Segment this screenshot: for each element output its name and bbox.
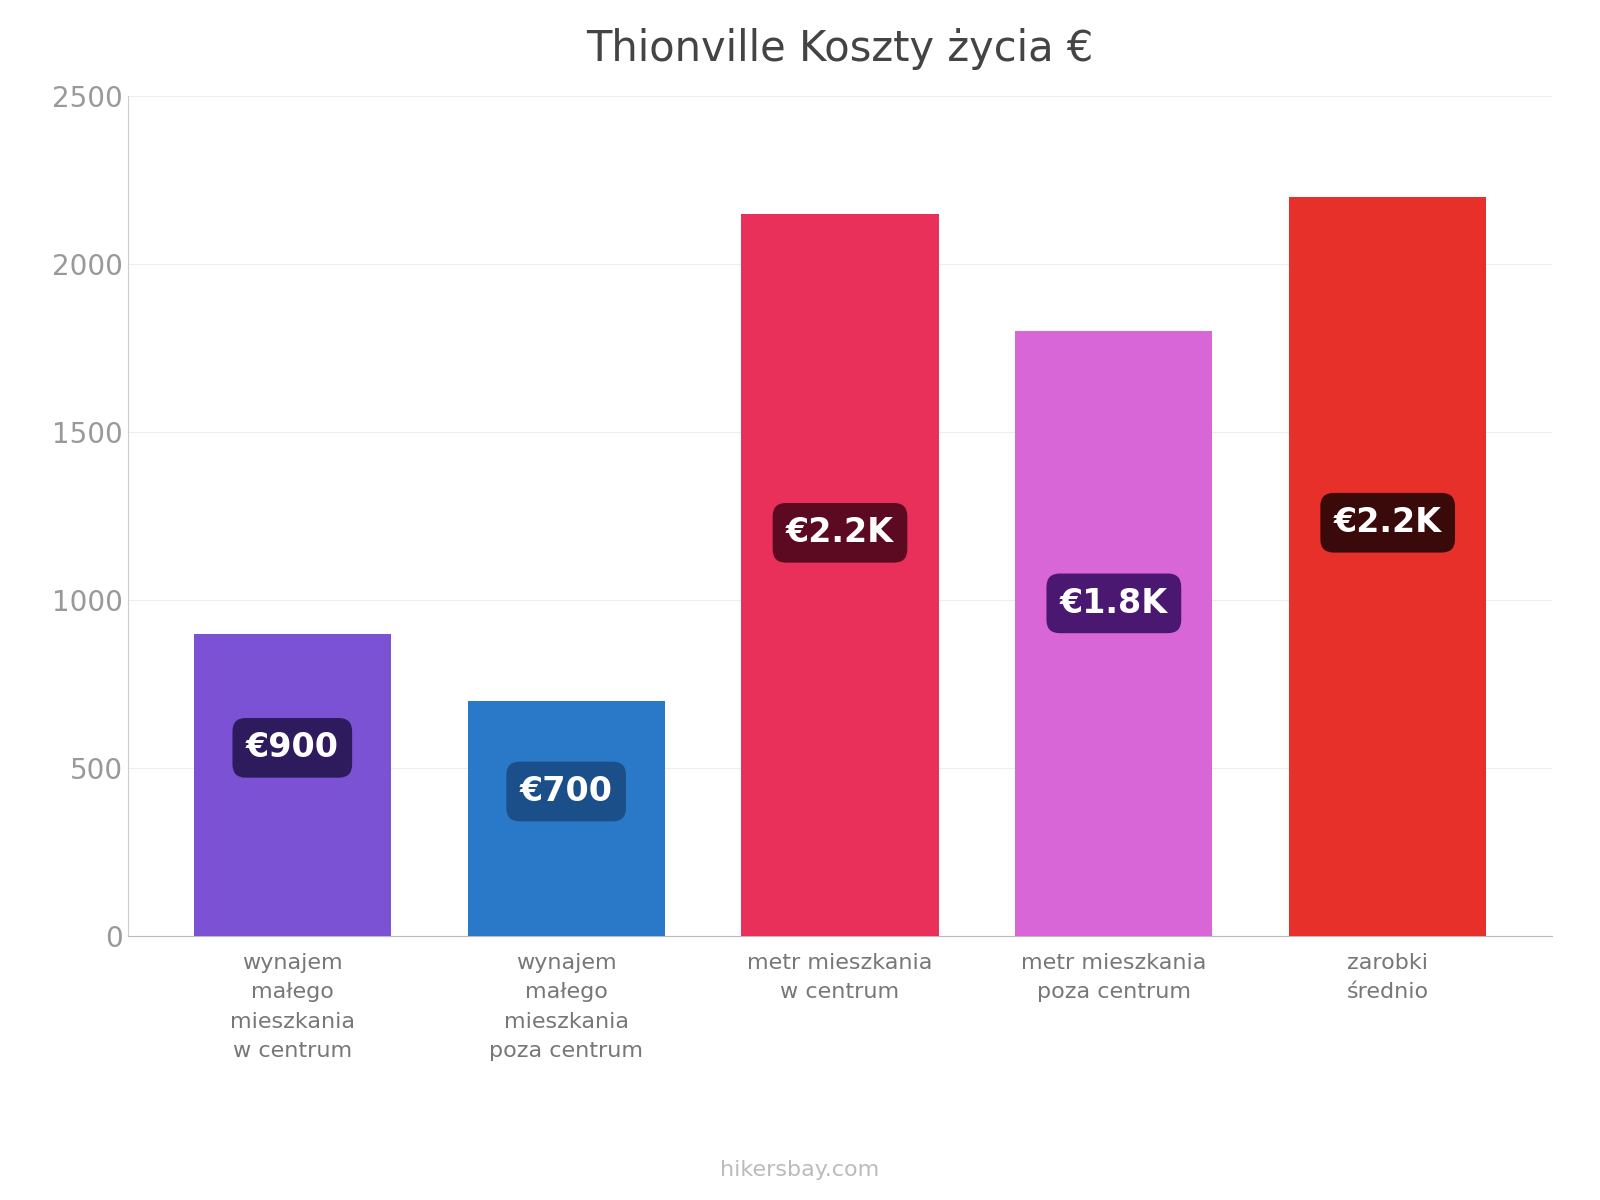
Bar bbox=[1016, 331, 1213, 936]
Title: Thionville Koszty życia €: Thionville Koszty życia € bbox=[586, 29, 1094, 71]
Text: €900: €900 bbox=[246, 731, 339, 764]
Bar bbox=[741, 214, 939, 936]
Text: €2.2K: €2.2K bbox=[786, 516, 894, 550]
Bar bbox=[467, 701, 664, 936]
Text: €2.2K: €2.2K bbox=[1334, 506, 1442, 539]
Text: hikersbay.com: hikersbay.com bbox=[720, 1160, 880, 1180]
Text: €700: €700 bbox=[520, 775, 613, 808]
Bar bbox=[1290, 197, 1486, 936]
Text: €1.8K: €1.8K bbox=[1059, 587, 1168, 620]
Bar bbox=[194, 634, 390, 936]
